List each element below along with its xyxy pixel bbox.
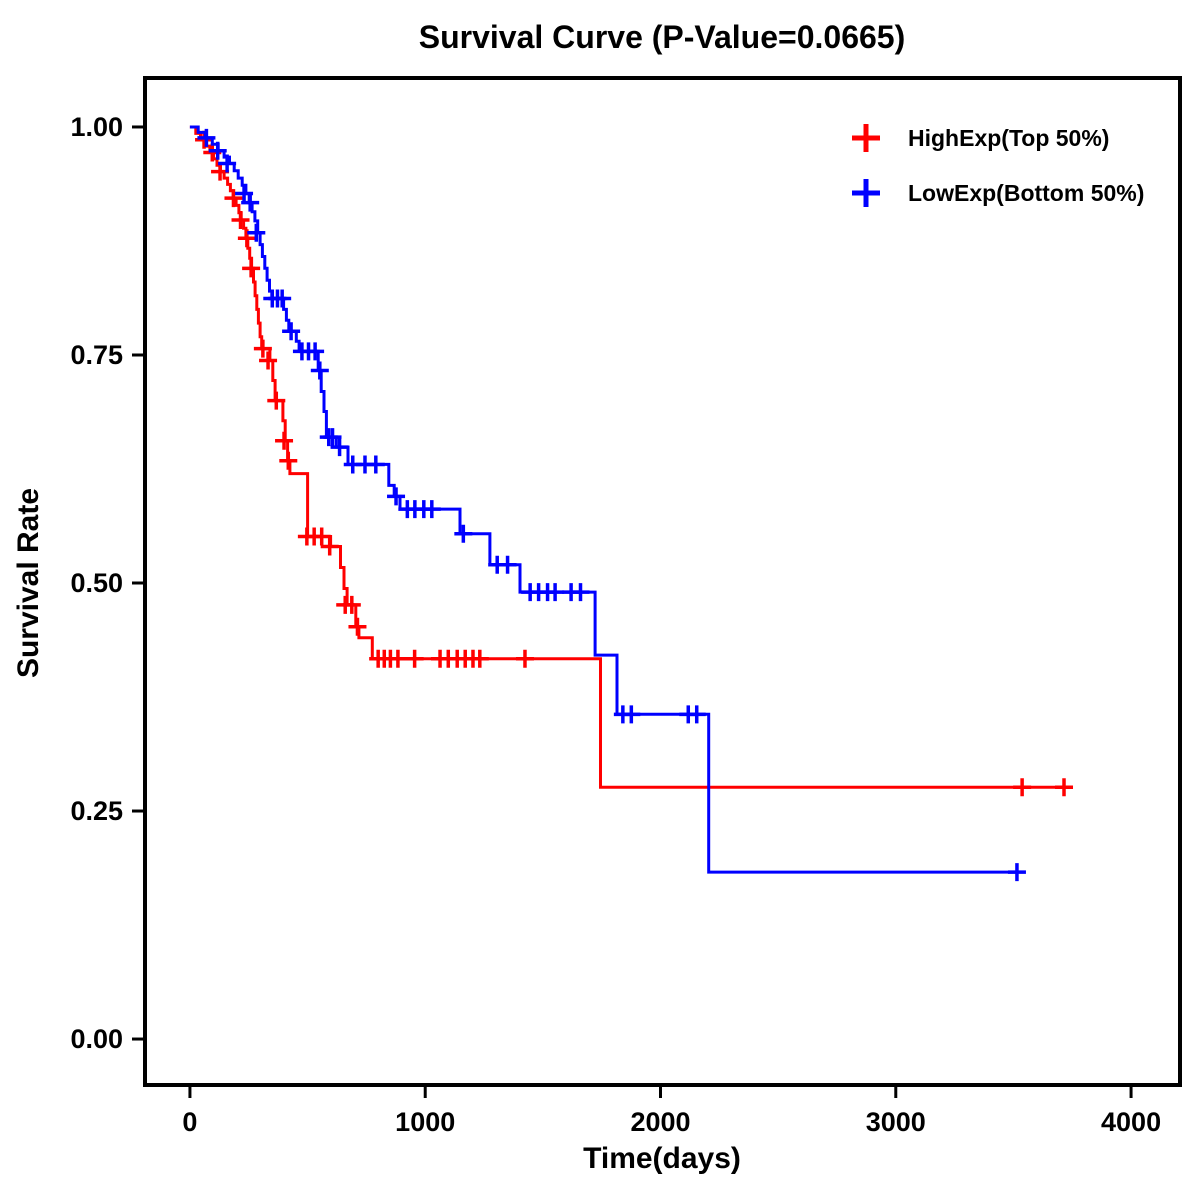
highexp-censor-mark <box>1013 778 1032 797</box>
lowexp-censor-mark <box>498 555 517 574</box>
axis-layer: 0 1000 2000 3000 4000 0.00 0.25 0.50 0.75 1.00 <box>70 112 1161 1137</box>
x-tick-label: 1000 <box>395 1107 455 1137</box>
lowexp-censor-mark <box>330 438 349 457</box>
x-tick-label: 3000 <box>866 1107 926 1137</box>
y-tick-label: 0.50 <box>70 568 123 598</box>
lowexp-censor-mark <box>310 361 329 380</box>
y-tick-label: 0.25 <box>70 796 123 826</box>
highexp-censor-mark <box>1055 778 1074 797</box>
y-tick-label: 0.00 <box>70 1024 123 1054</box>
lowexp-censor-mark <box>197 128 216 147</box>
highexp-censor-mark <box>253 339 272 358</box>
lowexp-censor-mark <box>282 322 301 341</box>
plot-panel-border <box>143 76 1182 1087</box>
highexp-censor-mark <box>259 351 278 370</box>
highexp-legend-label: HighExp(Top 50%) <box>908 125 1109 151</box>
lowexp-censor-mark <box>687 705 706 724</box>
x-tick-label: 2000 <box>630 1107 690 1137</box>
series-layer <box>189 125 1074 882</box>
highexp-censor-mark <box>515 649 534 668</box>
highexp-censor-mark <box>242 259 261 278</box>
highexp-censor-mark <box>231 211 250 230</box>
lowexp-censor-mark <box>571 583 590 602</box>
lowexp-censor-mark <box>454 524 473 543</box>
x-tick-label: 0 <box>182 1107 197 1137</box>
lowexp-censor-mark <box>247 223 266 242</box>
lowexp-censor-mark <box>241 193 260 212</box>
highexp-censor-mark <box>275 431 294 450</box>
highexp-censor-mark <box>348 617 367 636</box>
lowexp-legend-marker-icon <box>852 179 880 207</box>
highexp-censor-mark <box>470 649 489 668</box>
lowexp-legend-label: LowExp(Bottom 50%) <box>908 180 1144 206</box>
chart-title: Survival Curve (P-Value=0.0665) <box>419 19 905 55</box>
y-tick-label: 1.00 <box>70 112 123 142</box>
highexp-legend-marker-icon <box>852 124 880 152</box>
lowexp-censor-mark <box>323 428 342 447</box>
highexp-censor-mark <box>279 451 298 470</box>
lowexp-censor-mark <box>422 500 441 519</box>
lowexp-censor-mark <box>366 455 385 474</box>
lowexp-survival-curve <box>189 125 1019 874</box>
lowexp-censor-mark <box>235 184 254 203</box>
x-axis-title: Time(days) <box>583 1142 741 1175</box>
highexp-censor-mark <box>237 229 256 248</box>
highexp-censor-mark <box>224 189 243 208</box>
lowexp-censor-mark <box>218 154 237 173</box>
lowexp-censor-mark <box>208 141 227 160</box>
lowexp-censor-mark <box>622 705 641 724</box>
lowexp-censor-mark <box>273 289 292 308</box>
highexp-censor-mark <box>342 595 361 614</box>
highexp-survival-curve <box>189 125 1066 789</box>
lowexp-censor-mark <box>387 487 406 506</box>
y-axis-title: Survival Rate <box>12 488 45 678</box>
legend: HighExp(Top 50%) LowExp(Bottom 50%) <box>852 124 1144 207</box>
lowexp-censor-mark <box>546 583 565 602</box>
highexp-censor-mark <box>405 649 424 668</box>
highexp-censor-mark <box>312 527 331 546</box>
highexp-censor-mark <box>388 649 407 668</box>
x-tick-label: 4000 <box>1101 1107 1161 1137</box>
y-tick-label: 0.75 <box>70 340 123 370</box>
lowexp-censor-mark <box>306 342 325 361</box>
highexp-censor-mark <box>267 391 286 410</box>
highexp-censor-mark <box>320 537 339 556</box>
lowexp-censor-mark <box>1007 863 1026 882</box>
